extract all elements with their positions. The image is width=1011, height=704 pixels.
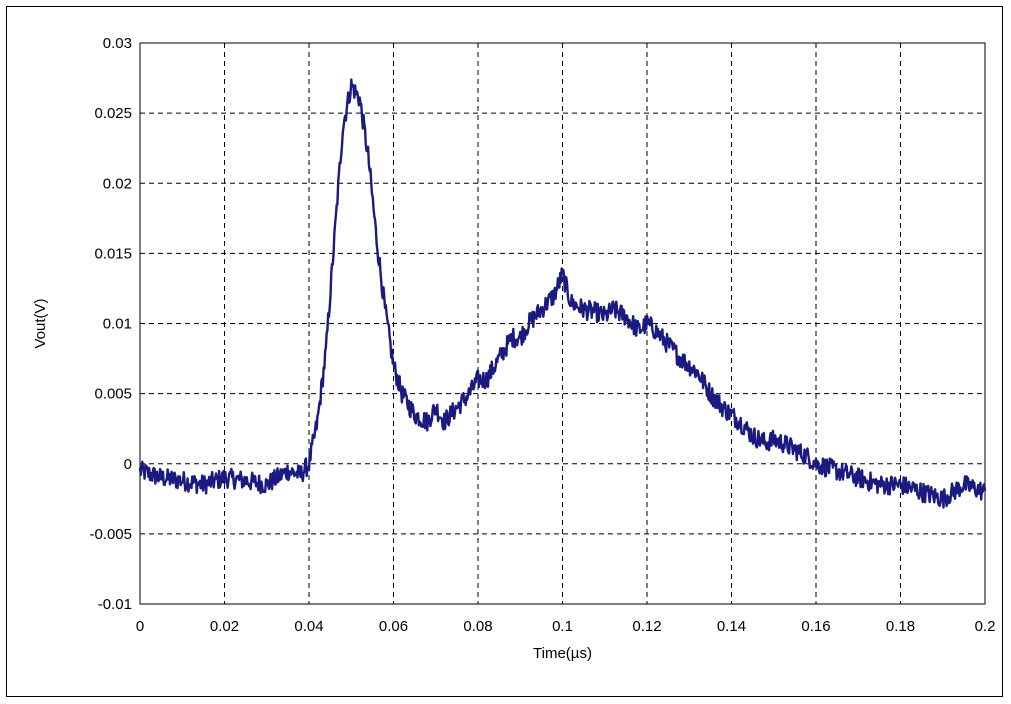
y-axis-tick-labels: -0.01 -0.005 0 0.005 0.01 0.015 0.02 0.025 0.03 bbox=[89, 35, 132, 613]
y-tick-label: -0.005 bbox=[89, 526, 132, 543]
line-chart: 0 0.02 0.04 0.06 0.08 0.1 0.12 0.14 0.16 0.18 0.2 … bbox=[32, 35, 996, 662]
y-tick-label: 0.01 bbox=[103, 316, 132, 333]
series-line bbox=[138, 78, 987, 509]
y-tick-label: 0.005 bbox=[94, 386, 132, 403]
x-tick-label: 0.1 bbox=[552, 618, 573, 635]
x-tick-label: 0.2 bbox=[975, 618, 996, 635]
x-tick-label: 0.12 bbox=[632, 618, 661, 635]
x-axis-label: Time(µs) bbox=[533, 645, 592, 662]
y-tick-label: 0.015 bbox=[94, 245, 132, 262]
y-tick-label: 0.02 bbox=[103, 175, 132, 192]
x-tick-label: 0.04 bbox=[294, 618, 323, 635]
x-tick-label: 0.14 bbox=[717, 618, 746, 635]
chart-frame: 0 0.02 0.04 0.06 0.08 0.1 0.12 0.14 0.16 0.18 0.2 … bbox=[6, 6, 1003, 697]
x-tick-label: 0.02 bbox=[210, 618, 239, 635]
x-tick-label: 0.16 bbox=[801, 618, 830, 635]
x-tick-label: 0.08 bbox=[463, 618, 492, 635]
y-tick-label: -0.01 bbox=[98, 596, 132, 613]
x-tick-label: 0 bbox=[136, 618, 144, 635]
x-tick-label: 0.18 bbox=[886, 618, 915, 635]
x-tick-label: 0.06 bbox=[379, 618, 408, 635]
grid-lines bbox=[140, 43, 985, 604]
y-axis-label: Vout(V) bbox=[32, 298, 49, 348]
y-tick-label: 0.03 bbox=[103, 35, 132, 52]
series-layer bbox=[138, 78, 987, 509]
x-axis-tick-labels: 0 0.02 0.04 0.06 0.08 0.1 0.12 0.14 0.16 0.18 0.2 bbox=[136, 618, 996, 635]
y-tick-label: 0.025 bbox=[94, 105, 132, 122]
plot-area-border bbox=[139, 42, 986, 605]
y-tick-label: 0 bbox=[124, 456, 132, 473]
